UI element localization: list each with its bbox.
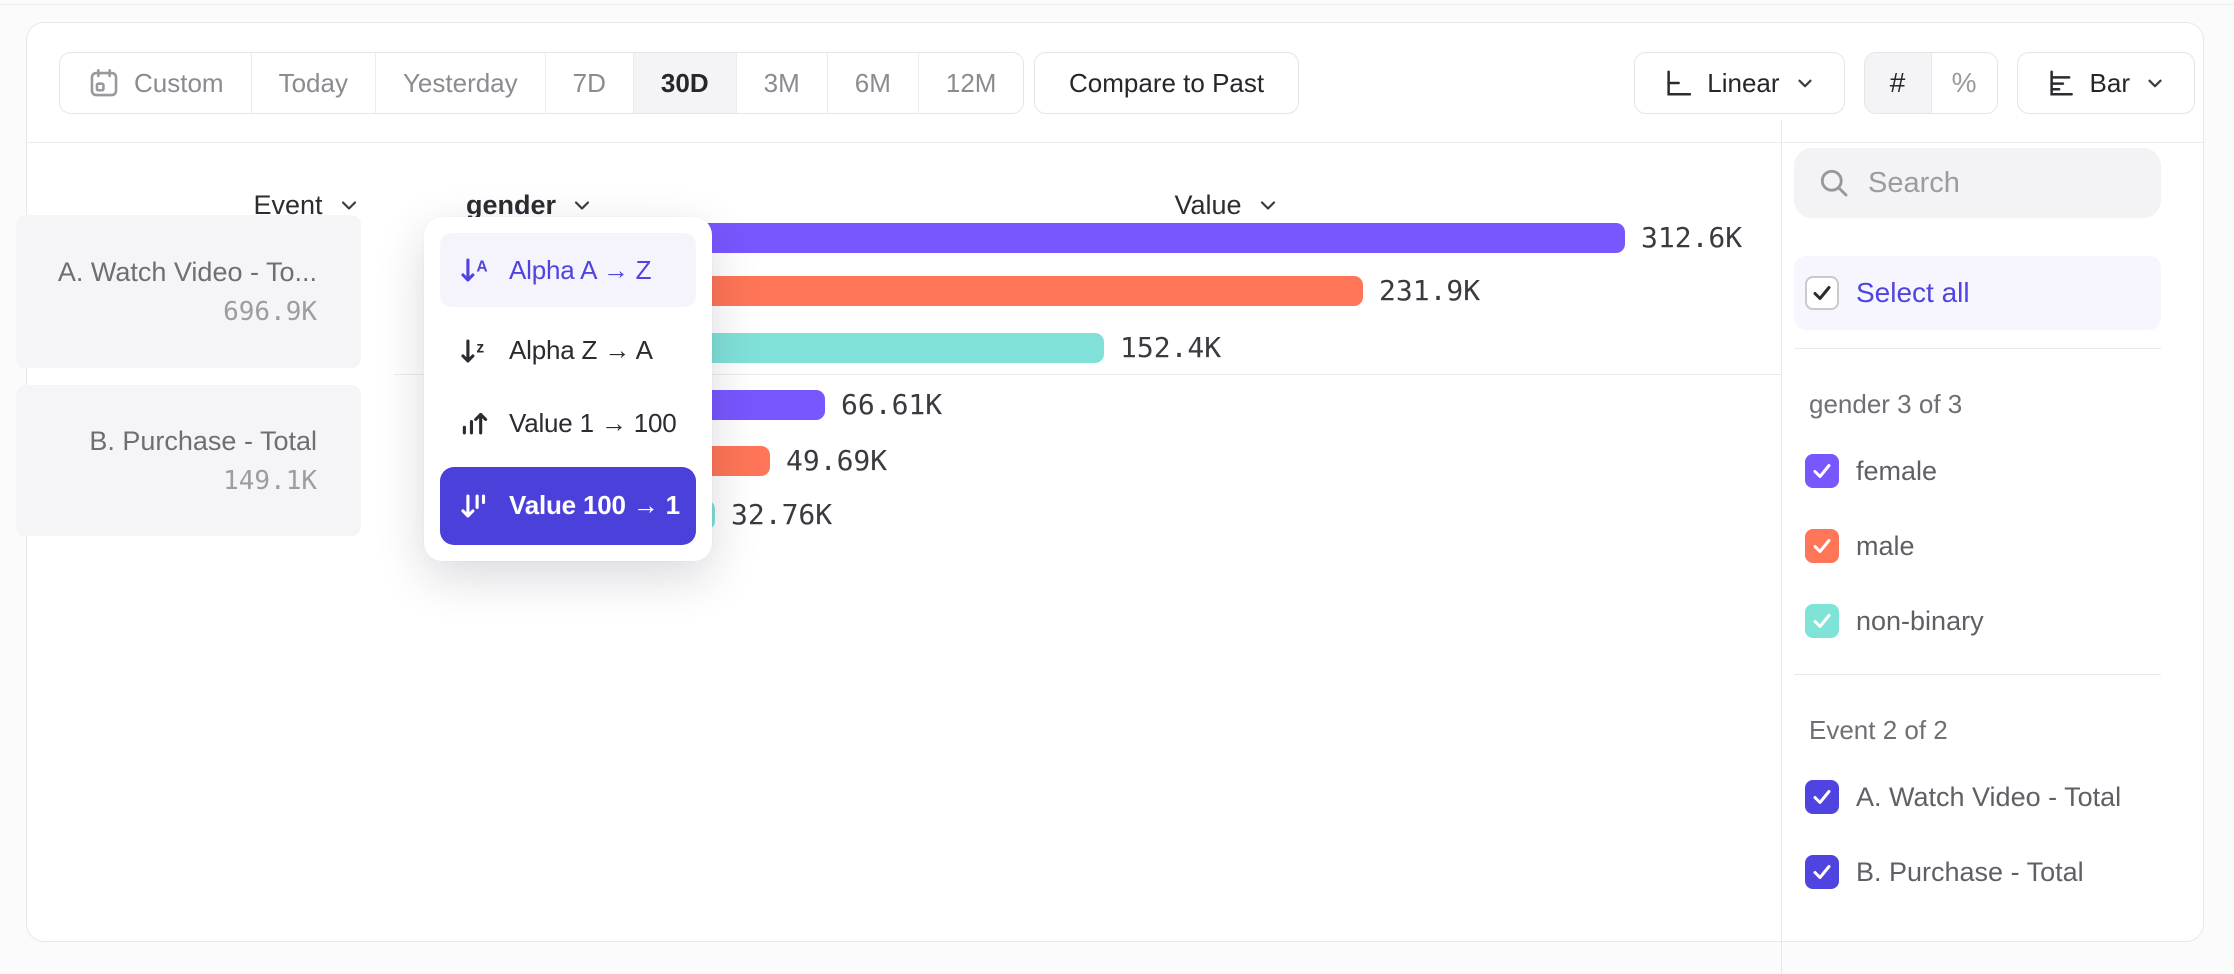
legend-item-a-watch-video-total[interactable]: A. Watch Video - Total <box>1794 780 2161 814</box>
bar-value-label: 312.6K <box>1641 221 1743 254</box>
event-card-value: 696.9K <box>223 296 317 327</box>
bar-value-label: 66.61K <box>841 388 943 421</box>
number-format-toggle: #% <box>1863 52 1998 114</box>
legend-item-label: A. Watch Video - Total <box>1856 781 2122 812</box>
svg-text:A: A <box>476 258 487 275</box>
legend-item-label: B. Purchase - Total <box>1856 856 2084 887</box>
date-range-label: Custom <box>134 67 224 98</box>
event-card-name: A. Watch Video - To... <box>57 256 317 287</box>
chart-type-label: Bar <box>2089 67 2130 98</box>
legend-item-label: non-binary <box>1856 605 1984 636</box>
search-input[interactable] <box>1868 166 2118 200</box>
date-range-label: 12M <box>945 67 997 98</box>
date-range-3m[interactable]: 3M <box>735 53 827 113</box>
event-card[interactable]: A. Watch Video - To... 696.9K <box>16 215 361 368</box>
date-range-yesterday[interactable]: Yesterday <box>374 53 545 113</box>
bar-value-label: 49.69K <box>786 444 888 477</box>
date-range-custom[interactable]: Custom <box>60 53 251 113</box>
event-column-header[interactable]: Event <box>207 185 407 225</box>
sort-option-label: Alpha A → Z <box>509 254 652 285</box>
date-range-label: 3M <box>763 67 800 98</box>
event-group-divider <box>394 374 1781 375</box>
date-range-label: 6M <box>854 67 891 98</box>
bar-value-label: 231.9K <box>1379 274 1481 307</box>
sidebar-section-divider <box>1794 348 2161 349</box>
legend-checkbox[interactable] <box>1805 529 1839 563</box>
legend-checkbox[interactable] <box>1805 604 1839 638</box>
legend-item-non-binary[interactable]: non-binary <box>1794 604 2161 638</box>
legend-sidebar: Select all gender 3 of 3 female male non-bi… <box>1794 148 2161 930</box>
chevron-down-icon <box>1256 193 1280 217</box>
select-all-label: Select all <box>1856 277 1970 308</box>
chart-controls: Linear #% Bar <box>1634 52 2195 114</box>
sort-value-desc-icon <box>458 489 492 523</box>
scale-dropdown[interactable]: Linear <box>1634 52 1845 114</box>
event-card-value: 149.1K <box>223 465 317 496</box>
chart-bar-female[interactable] <box>609 223 1625 253</box>
legend-section-title: Event 2 of 2 <box>1809 715 1948 745</box>
calendar-icon <box>87 66 121 100</box>
bar-value-label: 32.76K <box>731 498 833 531</box>
value-column-header[interactable]: Value <box>1117 185 1337 225</box>
breakdown-column-label: gender <box>466 189 557 220</box>
select-all-checkbox[interactable] <box>1805 276 1839 310</box>
legend-item-male[interactable]: male <box>1794 529 2161 563</box>
date-range-control: Custom Today Yesterday 7D 30D 3M 6M 12M <box>59 52 1025 114</box>
legend-item-b-purchase-total[interactable]: B. Purchase - Total <box>1794 855 2161 889</box>
bar-value-label: 152.4K <box>1120 331 1222 364</box>
scale-label: Linear <box>1707 67 1780 98</box>
compare-to-past-button[interactable]: Compare to Past <box>1034 52 1300 114</box>
legend-checkbox[interactable] <box>1805 454 1839 488</box>
date-range-7d[interactable]: 7D <box>544 53 633 113</box>
legend-checkbox[interactable] <box>1805 780 1839 814</box>
legend-section-title: gender 3 of 3 <box>1809 389 1963 419</box>
sort-value-asc-icon <box>458 406 492 440</box>
sort-alpha-desc-icon: z <box>458 334 492 368</box>
svg-text:z: z <box>476 339 484 356</box>
sidebar-divider <box>1781 120 1782 974</box>
percent-format-button[interactable]: % <box>1930 53 1997 113</box>
legend-item-label: female <box>1856 455 1938 486</box>
toolbar: Custom Today Yesterday 7D 30D 3M 6M 12M Compare… <box>27 23 2203 143</box>
date-range-30d[interactable]: 30D <box>632 53 736 113</box>
event-card[interactable]: B. Purchase - Total 149.1K <box>16 385 361 536</box>
sort-option-value-1-100[interactable]: Value 1 → 100 <box>440 394 696 452</box>
sort-option-value-100-1[interactable]: Value 100 → 1 <box>440 466 696 545</box>
absolute-format-button[interactable]: # <box>1864 53 1931 113</box>
date-range-today[interactable]: Today <box>250 53 375 113</box>
sort-alpha-asc-icon: A <box>458 253 492 287</box>
sort-option-alpha-a-z[interactable]: A Alpha A → Z <box>440 233 696 307</box>
page-top-divider <box>0 4 2234 5</box>
legend-search[interactable] <box>1794 148 2161 218</box>
sort-option-alpha-z-a[interactable]: z Alpha Z → A <box>440 322 696 380</box>
chart-type-dropdown[interactable]: Bar <box>2016 52 2195 114</box>
date-range-6m[interactable]: 6M <box>826 53 918 113</box>
chevron-down-icon <box>337 193 361 217</box>
sort-option-label: Alpha Z → A <box>509 335 653 366</box>
legend-item-label: male <box>1856 530 1915 561</box>
event-card-name: B. Purchase - Total <box>89 425 317 456</box>
date-range-label: Today <box>278 67 348 98</box>
chevron-down-icon <box>1794 72 1816 94</box>
legend-checkbox[interactable] <box>1805 855 1839 889</box>
event-column-label: Event <box>253 189 323 220</box>
bar-chart-icon <box>2046 68 2076 98</box>
date-range-label: Yesterday <box>402 67 518 98</box>
date-range-label: 7D <box>572 67 606 98</box>
chevron-down-icon <box>570 193 594 217</box>
value-column-label: Value <box>1174 189 1242 220</box>
linear-axis-icon <box>1663 68 1693 98</box>
chart-bar-male[interactable] <box>609 276 1363 306</box>
breakdown-column-header[interactable]: gender <box>466 185 594 225</box>
legend-item-female[interactable]: female <box>1794 454 2161 488</box>
date-range-label: 30D <box>660 67 709 98</box>
sidebar-section-divider <box>1794 674 2161 675</box>
sort-dropdown-menu: A Alpha A → Z z Alpha Z → A Value 1 → 100 Val… <box>424 217 712 561</box>
sort-option-label: Value 100 → 1 <box>509 490 680 521</box>
select-all-row[interactable]: Select all <box>1794 256 2161 330</box>
sort-option-label: Value 1 → 100 <box>509 407 677 438</box>
search-icon <box>1816 165 1852 201</box>
date-range-12m[interactable]: 12M <box>917 53 1024 113</box>
chevron-down-icon <box>2144 72 2166 94</box>
